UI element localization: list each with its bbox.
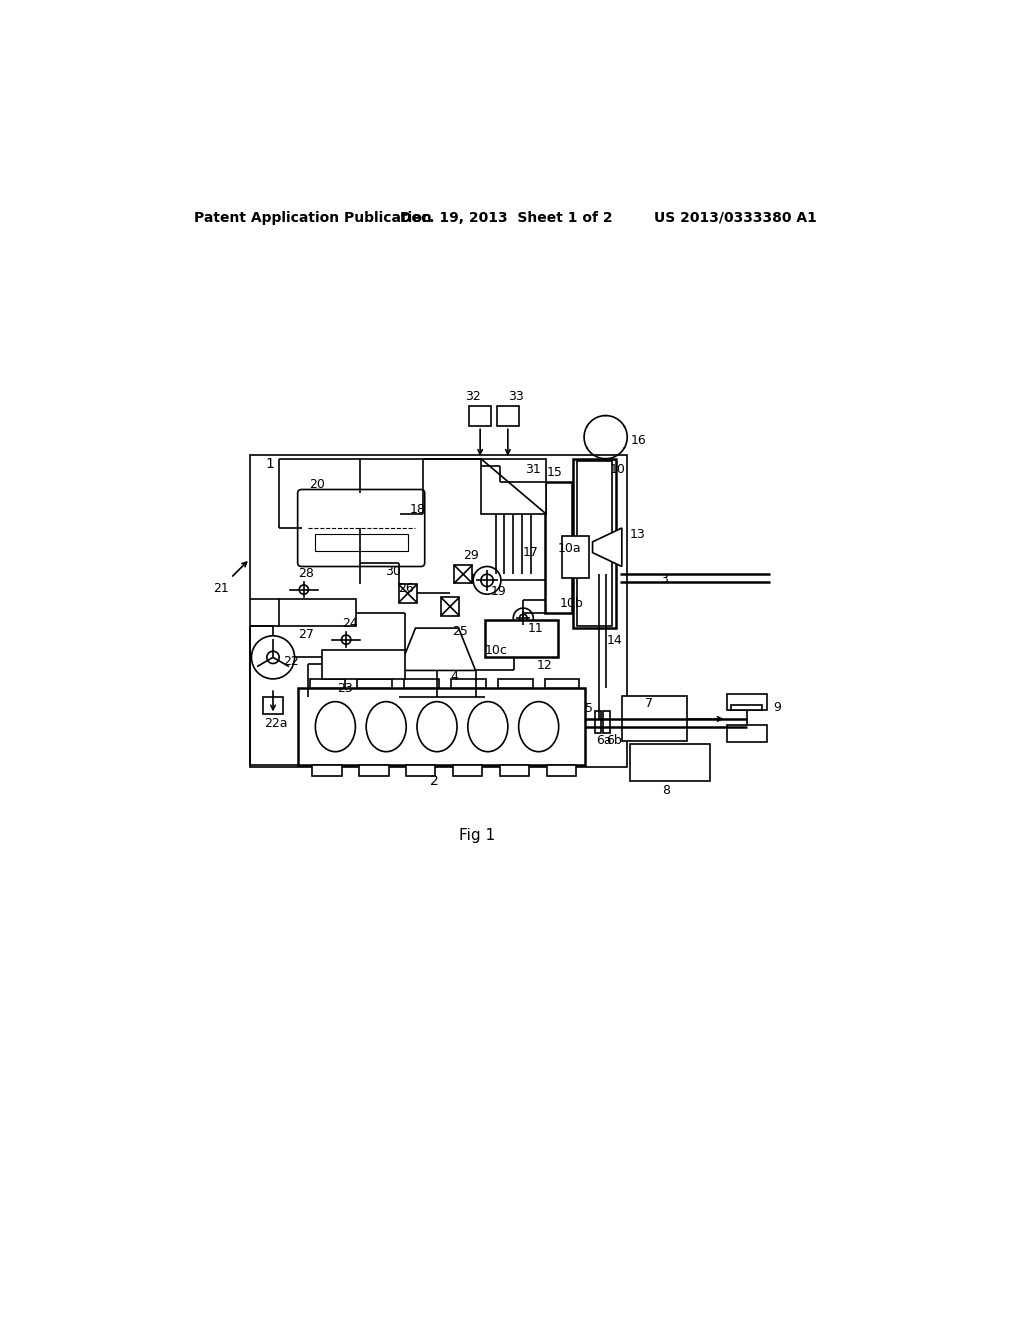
Circle shape xyxy=(481,574,494,586)
Bar xyxy=(547,766,577,776)
Text: 3: 3 xyxy=(660,573,669,586)
Text: 10: 10 xyxy=(609,463,626,477)
Ellipse shape xyxy=(315,702,355,751)
Text: 22: 22 xyxy=(283,655,299,668)
Text: 6b: 6b xyxy=(606,734,623,747)
Bar xyxy=(263,697,283,714)
Text: 22a: 22a xyxy=(264,718,288,730)
Bar xyxy=(481,459,547,513)
Text: 23: 23 xyxy=(337,682,352,696)
Text: 17: 17 xyxy=(523,545,539,558)
Circle shape xyxy=(267,651,280,664)
Bar xyxy=(578,461,611,626)
Text: 1: 1 xyxy=(265,457,274,471)
Bar xyxy=(310,678,345,688)
Bar xyxy=(731,705,762,710)
Text: 20: 20 xyxy=(309,478,325,491)
Text: 31: 31 xyxy=(524,462,541,475)
Circle shape xyxy=(342,635,351,644)
Bar xyxy=(357,678,391,688)
Text: 18: 18 xyxy=(410,503,425,516)
Text: Patent Application Publication: Patent Application Publication xyxy=(195,211,432,224)
Polygon shape xyxy=(398,628,475,671)
Text: 25: 25 xyxy=(453,626,468,638)
Text: 7: 7 xyxy=(645,697,653,710)
Text: 29: 29 xyxy=(463,549,479,562)
Bar xyxy=(603,711,609,733)
Bar xyxy=(454,766,482,776)
Text: 32: 32 xyxy=(466,391,481,404)
Text: 21: 21 xyxy=(214,582,229,595)
Bar xyxy=(727,693,767,710)
Text: Fig 1: Fig 1 xyxy=(459,829,496,843)
Text: 19: 19 xyxy=(490,585,507,598)
Text: 27: 27 xyxy=(298,628,314,642)
Text: 4: 4 xyxy=(451,671,458,684)
Text: 30: 30 xyxy=(385,565,400,578)
Bar xyxy=(545,678,580,688)
Bar xyxy=(727,725,767,742)
Bar xyxy=(280,599,356,626)
Bar xyxy=(359,766,388,776)
Text: US 2013/0333380 A1: US 2013/0333380 A1 xyxy=(654,211,817,224)
Bar xyxy=(498,678,532,688)
Bar xyxy=(469,407,490,426)
Bar xyxy=(484,620,558,657)
Bar xyxy=(322,649,404,678)
Text: 2: 2 xyxy=(430,775,439,788)
Circle shape xyxy=(519,614,527,622)
Text: 33: 33 xyxy=(508,391,523,404)
Bar xyxy=(441,597,460,615)
Circle shape xyxy=(252,636,295,678)
Text: 24: 24 xyxy=(342,616,358,630)
Bar xyxy=(407,766,435,776)
Bar xyxy=(622,696,687,741)
Bar xyxy=(403,678,438,688)
Bar xyxy=(454,565,472,583)
Text: 5: 5 xyxy=(585,702,593,715)
Ellipse shape xyxy=(518,702,559,751)
Bar xyxy=(398,585,417,603)
Text: 12: 12 xyxy=(538,659,553,672)
Bar xyxy=(298,688,585,766)
Text: 15: 15 xyxy=(547,466,562,479)
Text: 9: 9 xyxy=(773,701,781,714)
Circle shape xyxy=(513,609,534,628)
FancyBboxPatch shape xyxy=(298,490,425,566)
Text: 16: 16 xyxy=(631,434,647,447)
Text: 8: 8 xyxy=(662,784,670,797)
Text: 6a: 6a xyxy=(596,734,612,747)
Bar xyxy=(630,743,711,780)
Text: 28: 28 xyxy=(298,568,314,581)
Ellipse shape xyxy=(417,702,457,751)
Text: 26: 26 xyxy=(398,582,415,595)
Text: 11: 11 xyxy=(528,622,544,635)
Bar xyxy=(545,482,571,612)
Circle shape xyxy=(299,585,308,594)
Text: 10a: 10a xyxy=(558,543,582,554)
Ellipse shape xyxy=(367,702,407,751)
Bar xyxy=(312,766,342,776)
Text: 13: 13 xyxy=(630,528,645,541)
Bar xyxy=(497,407,518,426)
Text: 10c: 10c xyxy=(485,644,508,656)
Bar xyxy=(500,766,529,776)
Circle shape xyxy=(473,566,501,594)
Text: 14: 14 xyxy=(606,635,623,647)
Bar xyxy=(451,678,485,688)
Bar xyxy=(562,536,589,578)
Bar xyxy=(573,459,615,628)
Bar xyxy=(315,535,408,552)
Polygon shape xyxy=(593,528,622,566)
Text: Dec. 19, 2013  Sheet 1 of 2: Dec. 19, 2013 Sheet 1 of 2 xyxy=(400,211,612,224)
Bar xyxy=(595,711,601,733)
Bar xyxy=(250,455,628,767)
Text: 10b: 10b xyxy=(559,597,584,610)
Ellipse shape xyxy=(468,702,508,751)
